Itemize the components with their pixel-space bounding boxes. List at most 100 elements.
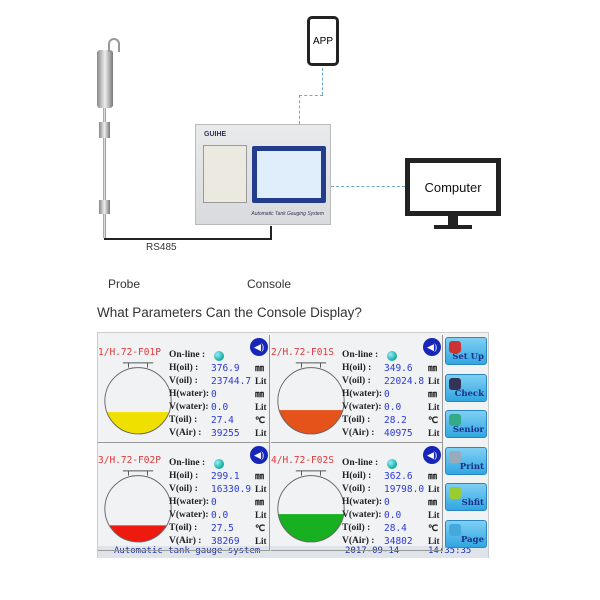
field-label: H(water): <box>342 497 383 507</box>
field-unit: Lit <box>255 402 267 412</box>
section-heading: What Parameters Can the Console Display? <box>97 305 362 320</box>
field-label: H(oil) : <box>342 471 372 481</box>
h-water-row: H(water): 0 ㎜ <box>342 496 442 509</box>
t-oil-row: T(oil) : 28.4 ℃ <box>342 522 442 535</box>
speaker-icon[interactable]: ◀) <box>250 446 268 464</box>
senior-button[interactable]: Senior <box>445 410 487 438</box>
tank-panel: 3/H.72-F02P ◀) On-line : H(oil) :299.1 ㎜ V(… <box>98 443 270 551</box>
app-link-line-v <box>299 95 300 124</box>
tank-diagram <box>104 362 172 435</box>
field-unit: ℃ <box>428 415 439 425</box>
computer-link-line <box>331 186 405 187</box>
h-water-row: H(water): 0 ㎜ <box>169 496 269 509</box>
field-unit: ㎜ <box>428 363 438 373</box>
set-up-button[interactable]: Set Up <box>445 337 487 365</box>
button-label: Shfit <box>461 498 484 508</box>
field-label: V(water): <box>342 402 382 412</box>
field-value: 0.0 <box>384 510 402 521</box>
field-unit: Lit <box>428 402 440 412</box>
speaker-icon[interactable]: ◀) <box>423 446 441 464</box>
field-unit: ㎜ <box>428 497 438 507</box>
field-unit: Lit <box>428 536 440 546</box>
h-oil-row: H(oil) : 299.1 ㎜ <box>169 470 269 483</box>
online-label: On-line : <box>169 350 206 360</box>
monitor-base <box>434 225 472 229</box>
field-label: V(water): <box>169 402 209 412</box>
field-unit: ㎜ <box>428 389 438 399</box>
speaker-icon[interactable]: ◀) <box>423 338 441 356</box>
tank-panel: 2/H.72-F01S ◀) On-line : H(oil) :349.6 ㎜ V(… <box>271 335 443 443</box>
console-brand: GUIHE <box>204 131 227 138</box>
field-label: T(oil) : <box>169 523 198 533</box>
check-button[interactable]: Check <box>445 373 487 402</box>
field-unit: ㎜ <box>428 471 438 481</box>
field-label: T(oil) : <box>342 523 371 533</box>
v-water-row: V(water): 0.0 Lit <box>342 509 442 522</box>
computer-monitor: Computer <box>405 158 501 216</box>
tank-panel: 4/H.72-F02S ◀) On-line : H(oil) :362.6 ㎜ V(… <box>271 443 443 551</box>
page-button[interactable]: Page <box>445 519 487 548</box>
app-phone: APP <box>307 16 339 66</box>
v-water-row: V(water): 0.0 Lit <box>169 509 269 522</box>
shfit-button[interactable]: Shfit <box>445 483 487 511</box>
v-water-row: V(water): 0.0 Lit <box>342 401 442 414</box>
tank-id: 3/H.72-F02P <box>98 455 161 466</box>
field-value: 23744.7 <box>211 376 252 387</box>
tank-panel: 1/H.72-F01P ◀) On-line : H(oil) :376.9 ㎜ V(… <box>98 335 270 443</box>
field-unit: ㎜ <box>255 389 265 399</box>
field-value: 27.4 <box>211 415 234 426</box>
console-screen <box>252 146 326 203</box>
status-bar: Automatic tank gauge system 2017-09-14 1… <box>98 546 488 558</box>
v-oil-row: V(oil) : 19798.0 Lit <box>342 483 442 496</box>
button-label: Print <box>459 461 484 472</box>
field-label: H(oil) : <box>342 363 372 373</box>
field-value: 40975 <box>384 428 413 439</box>
online-status-icon <box>214 350 224 361</box>
shift-icon <box>449 487 461 499</box>
senior-icon <box>449 414 461 426</box>
field-value: 376.9 <box>211 363 240 374</box>
v-air-row: V(Air) : 39255 Lit <box>169 427 269 440</box>
field-label: V(oil) : <box>342 484 371 494</box>
app-link-line <box>322 68 323 95</box>
field-unit: Lit <box>255 510 267 520</box>
tank-fill <box>104 412 172 434</box>
v-oil-row: V(oil) : 23744.7 Lit <box>169 375 269 388</box>
speaker-icon[interactable]: ◀) <box>250 338 268 356</box>
v-water-row: V(water): 0.0 Lit <box>169 401 269 414</box>
print-button[interactable]: Print <box>445 446 487 475</box>
field-label: V(oil) : <box>169 484 198 494</box>
status-time: 14:35:35 <box>428 546 472 556</box>
field-value: 34802 <box>384 536 413 547</box>
field-unit: Lit <box>255 428 267 438</box>
tank-id: 2/H.72-F01S <box>271 347 334 358</box>
field-unit: ℃ <box>255 415 266 425</box>
h-oil-row: H(oil) : 376.9 ㎜ <box>169 362 269 375</box>
field-value: 16330.9 <box>211 484 252 495</box>
tank-diagram <box>104 470 172 543</box>
field-unit: ℃ <box>255 523 266 533</box>
probe-label: Probe <box>108 277 141 291</box>
field-label: H(water): <box>169 389 210 399</box>
field-unit: Lit <box>255 484 267 494</box>
console-display-screenshot: Automatic tank gauge system 2017-09-14 1… <box>97 332 489 558</box>
v-air-row: V(Air) : 34802 Lit <box>342 535 442 548</box>
h-oil-row: H(oil) : 362.6 ㎜ <box>342 470 442 483</box>
online-status-icon <box>387 458 397 469</box>
tank-fill <box>277 514 345 542</box>
tank-diagram <box>277 362 345 435</box>
field-label: V(oil) : <box>342 376 371 386</box>
field-label: H(water): <box>169 497 210 507</box>
check-icon <box>449 377 461 390</box>
field-label: V(Air) : <box>169 536 202 546</box>
h-oil-row: H(oil) : 349.6 ㎜ <box>342 362 442 375</box>
online-row: On-line : <box>169 457 269 470</box>
online-row: On-line : <box>342 349 442 362</box>
field-value: 19798.0 <box>384 484 425 495</box>
button-label: Set Up <box>452 352 484 362</box>
status-title: Automatic tank gauge system <box>114 546 261 556</box>
setup-icon <box>449 341 461 353</box>
tank-fill <box>277 410 345 434</box>
field-label: T(oil) : <box>169 415 198 425</box>
field-value: 22024.8 <box>384 376 425 387</box>
